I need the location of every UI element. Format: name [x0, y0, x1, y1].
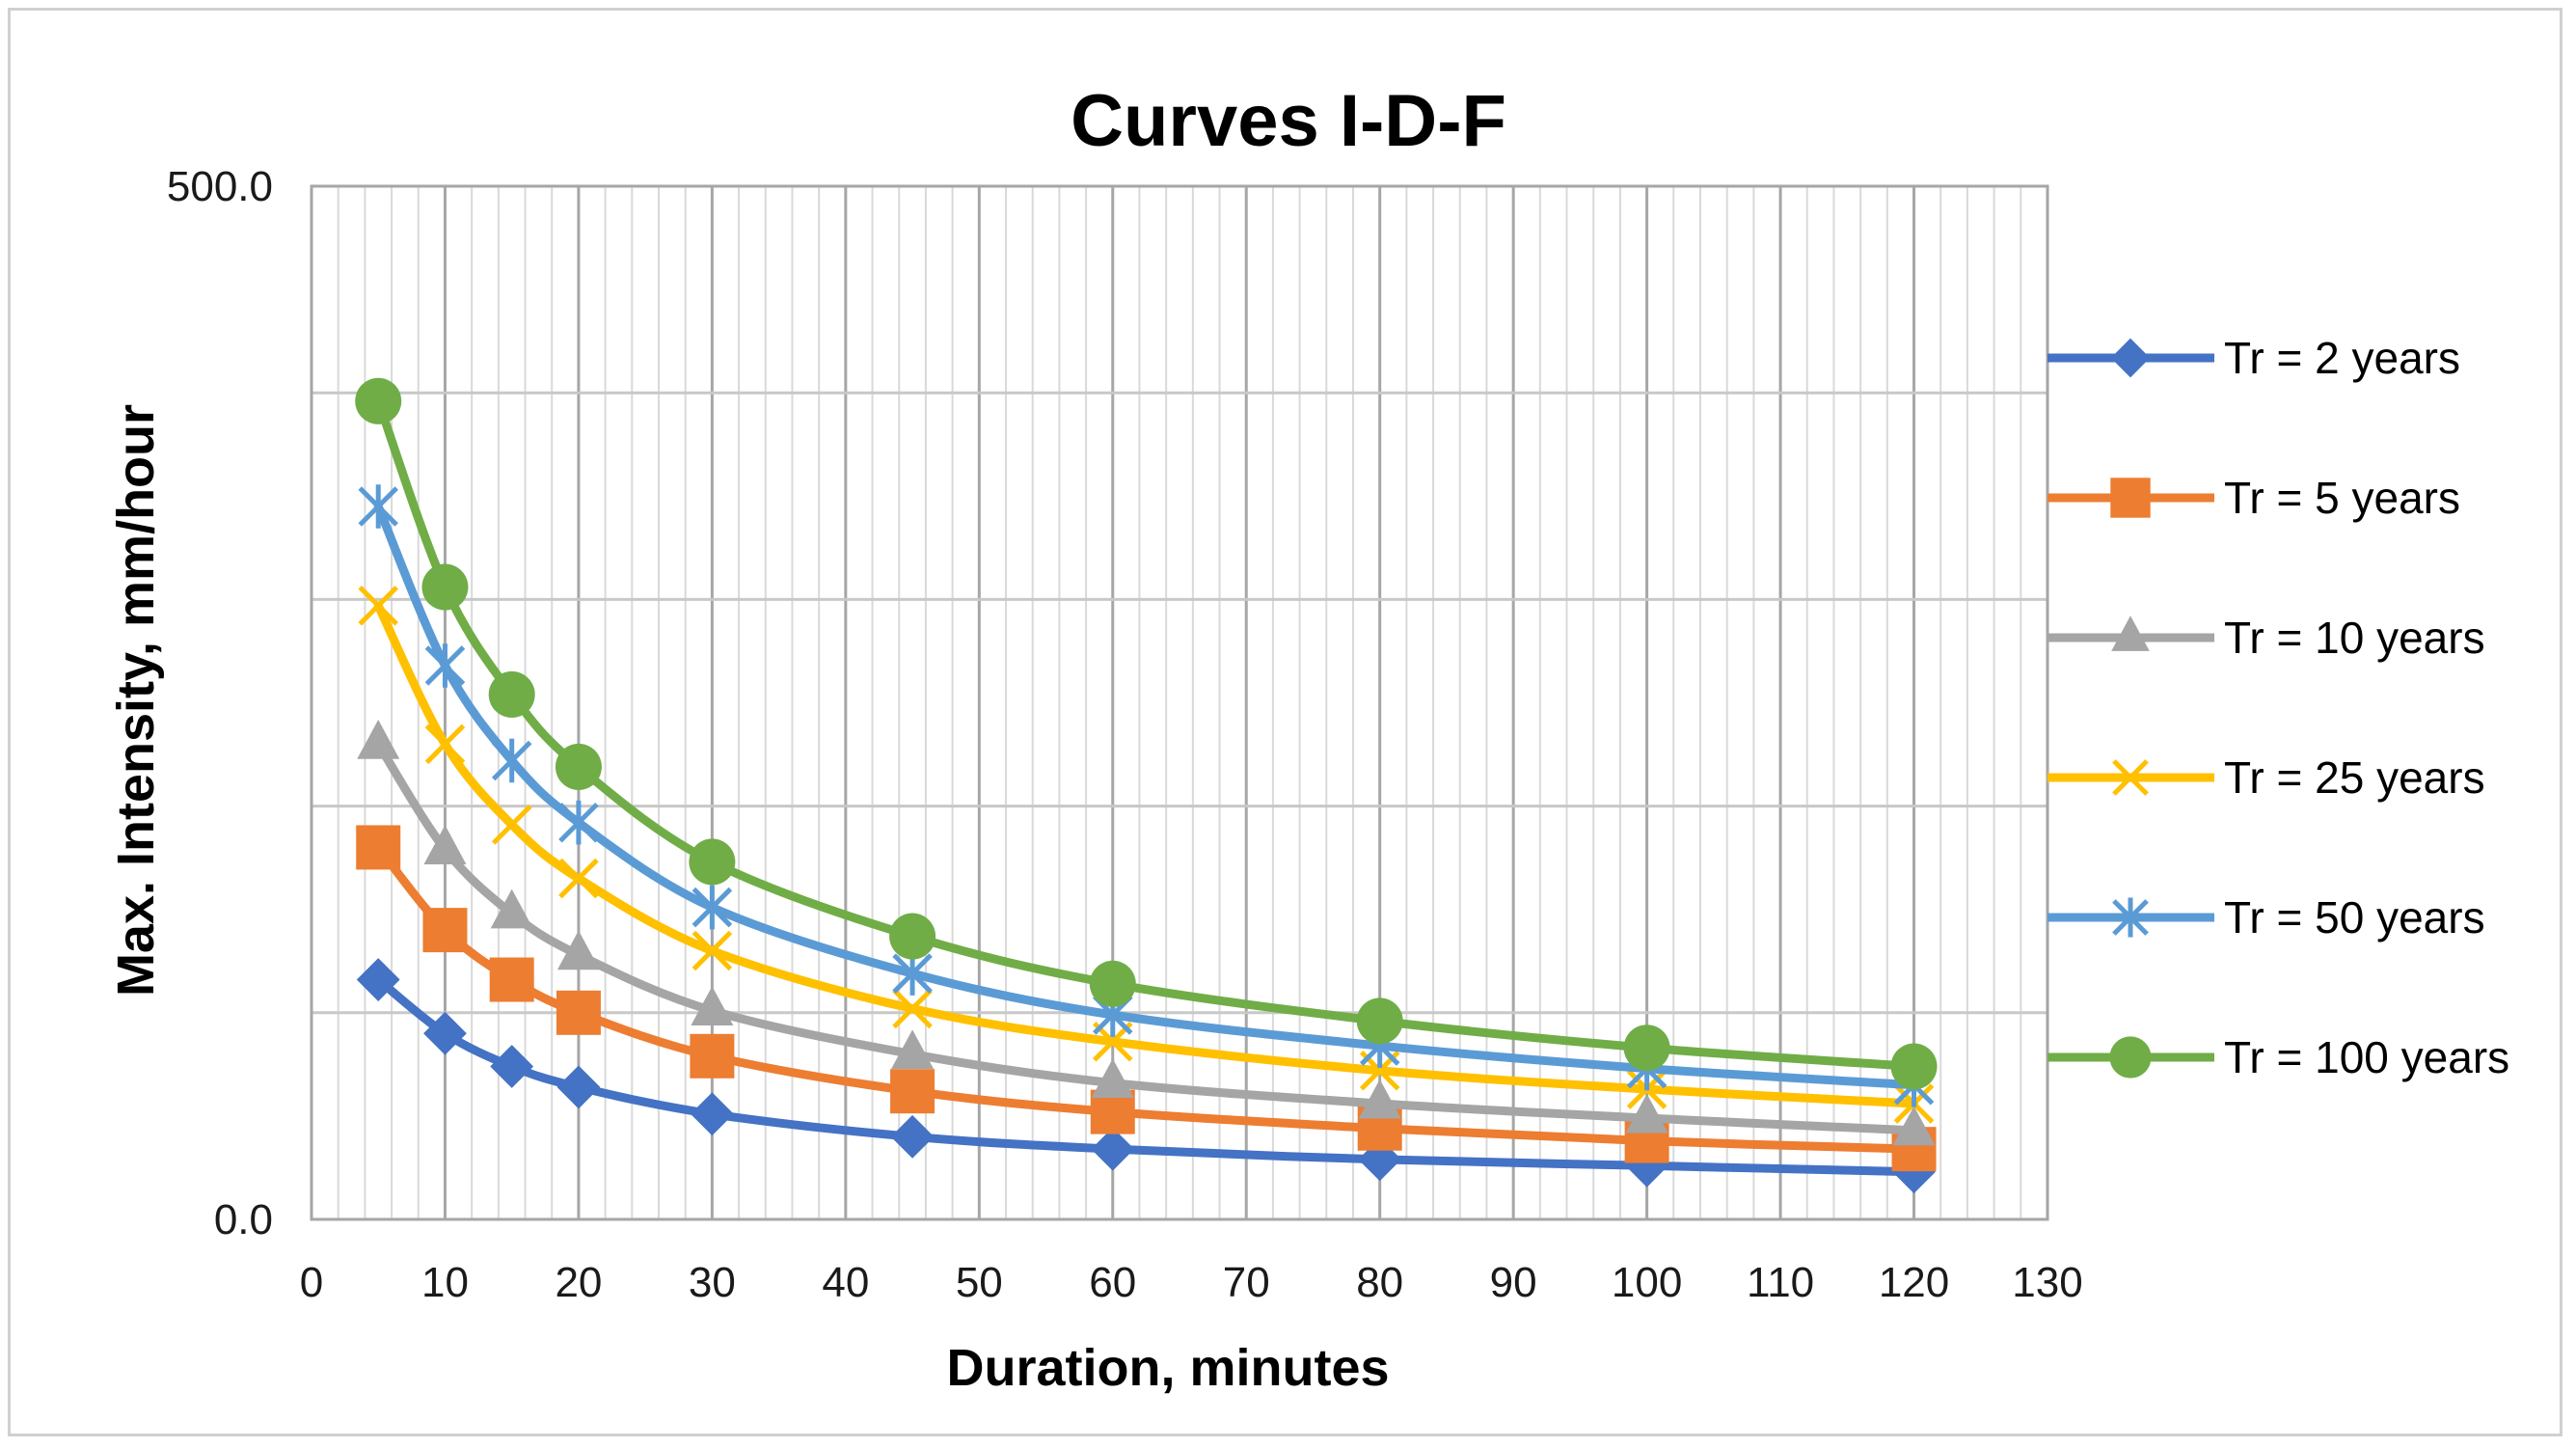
data-point — [691, 930, 733, 971]
x-tick-label: 110 — [1747, 1259, 1814, 1306]
data-point — [490, 1045, 534, 1088]
x-tick-label: 60 — [1089, 1259, 1136, 1306]
legend-entry: Tr = 100 years — [2047, 1032, 2509, 1082]
data-point — [1623, 1025, 1670, 1072]
grid — [310, 184, 2049, 1221]
legend-entry: Tr = 50 years — [2047, 892, 2485, 943]
data-point — [491, 805, 532, 845]
data-point — [556, 1065, 601, 1109]
data-point — [1625, 1093, 1668, 1134]
data-point — [1091, 1058, 1134, 1099]
legend-marker — [2111, 615, 2150, 651]
x-axis-title: Duration, minutes — [946, 1339, 1389, 1397]
data-point — [891, 1029, 935, 1070]
legend-marker — [2110, 338, 2151, 378]
data-point — [422, 908, 468, 953]
data-point — [358, 484, 398, 529]
data-point — [488, 670, 535, 718]
data-point — [690, 1033, 735, 1079]
chart-frame: Curves I-D-F 0 10 20 30 40 50 60 70 80 90 100 110 12… — [8, 8, 2562, 1436]
data-point — [892, 988, 933, 1029]
data-point — [356, 825, 401, 870]
chart-title: Curves I-D-F — [1071, 80, 1506, 162]
data-point — [490, 888, 533, 929]
data-point — [890, 1069, 935, 1114]
data-point — [1358, 1079, 1401, 1119]
legend-label: Tr = 10 years — [2224, 613, 2485, 663]
data-point — [424, 643, 466, 688]
data-point — [690, 1092, 734, 1136]
data-point — [889, 913, 936, 960]
plot-border — [310, 184, 2049, 1221]
data-point — [558, 858, 599, 899]
data-point — [1091, 1127, 1135, 1171]
series-3 — [357, 720, 1936, 1146]
series-layer — [355, 377, 1938, 1194]
x-tick-label: 10 — [421, 1259, 469, 1306]
data-point — [358, 586, 398, 626]
legend-entry: Tr = 5 years — [2047, 473, 2460, 523]
data-point — [1892, 1106, 1936, 1146]
plot-area — [312, 186, 2047, 1219]
data-point — [556, 930, 600, 970]
y-tick-label: 0.0 — [214, 1196, 273, 1243]
legend-entry: Tr = 10 years — [2047, 613, 2485, 663]
x-tick-label: 100 — [1612, 1259, 1682, 1306]
legend-label: Tr = 25 years — [2224, 752, 2485, 803]
legend-label: Tr = 100 years — [2224, 1032, 2509, 1082]
data-point — [556, 990, 601, 1035]
legend-label: Tr = 2 years — [2224, 333, 2460, 383]
data-point — [423, 825, 467, 864]
data-point — [357, 720, 400, 759]
legend: Tr = 2 years Tr = 5 years Tr = 10 years Tr … — [2047, 333, 2509, 1082]
data-point — [890, 1114, 935, 1159]
legend-label: Tr = 50 years — [2224, 892, 2485, 943]
series-4 — [358, 586, 1935, 1124]
data-point — [691, 885, 733, 930]
data-point — [356, 958, 400, 1001]
x-tick-label: 40 — [822, 1259, 869, 1306]
data-point — [491, 738, 532, 783]
legend-marker — [2109, 1036, 2152, 1079]
legend-entry: Tr = 2 years — [2047, 333, 2460, 383]
x-tick-label: 20 — [555, 1259, 602, 1306]
chart-canvas: Curves I-D-F 0 10 20 30 40 50 60 70 80 90 100 110 12… — [107, 80, 2509, 1397]
y-tick-label: 500.0 — [167, 163, 273, 210]
x-tick-label: 30 — [689, 1259, 736, 1306]
data-point — [691, 986, 734, 1026]
data-point — [1089, 960, 1136, 1007]
legend-marker — [2110, 478, 2151, 518]
data-point — [689, 838, 736, 886]
data-point — [1356, 997, 1403, 1045]
data-point — [489, 957, 534, 1002]
data-point — [424, 724, 466, 765]
y-axis-title: Max. Intensity, mm/hour — [107, 404, 165, 997]
data-point — [421, 563, 469, 611]
x-tick-label: 70 — [1223, 1259, 1270, 1306]
data-point — [355, 377, 402, 424]
data-point — [423, 1011, 467, 1055]
x-tick-label: 120 — [1879, 1259, 1949, 1306]
x-tick-label: 0 — [300, 1259, 323, 1306]
x-tick-label: 80 — [1356, 1259, 1403, 1306]
legend-label: Tr = 5 years — [2224, 473, 2460, 523]
legend-marker — [2112, 897, 2149, 938]
x-tick-label: 50 — [956, 1259, 1003, 1306]
data-point — [555, 743, 602, 790]
tick-labels: 0 10 20 30 40 50 60 70 80 90 100 110 120 130 0.0 500.0 — [167, 163, 2083, 1306]
data-point — [558, 800, 599, 845]
legend-entry: Tr = 25 years — [2047, 752, 2485, 803]
x-tick-label: 130 — [2012, 1259, 2082, 1306]
series-6 — [355, 377, 1938, 1090]
x-tick-label: 90 — [1490, 1259, 1537, 1306]
data-point — [1890, 1043, 1938, 1090]
legend-marker — [2112, 759, 2149, 796]
